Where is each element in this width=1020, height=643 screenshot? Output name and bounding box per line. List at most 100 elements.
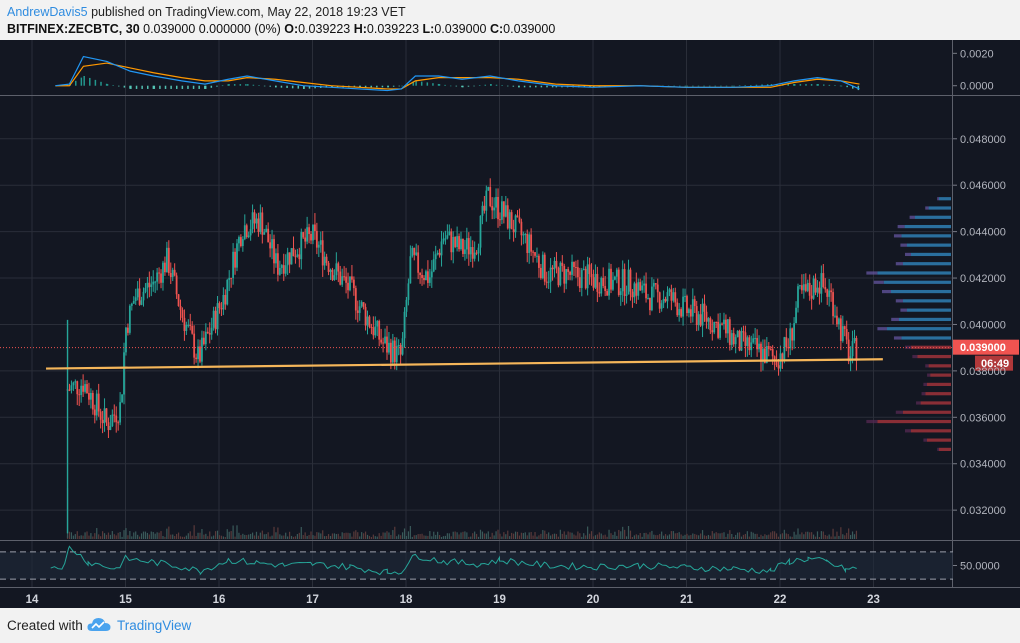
volume-profile-bar-edge <box>866 419 878 424</box>
volume-bar <box>805 531 807 539</box>
volume-bar <box>127 535 129 539</box>
candle-body <box>261 212 264 235</box>
candle-body <box>113 414 116 416</box>
candle-body <box>576 267 579 278</box>
volume-profile-bar <box>930 373 951 377</box>
volume-bar <box>244 534 246 539</box>
tradingview-cloud-icon[interactable] <box>86 616 112 634</box>
volume-bar <box>715 532 717 539</box>
candle-body <box>647 297 649 299</box>
volume-bar <box>355 530 357 539</box>
volume-bar <box>376 536 378 539</box>
candle-body <box>296 254 299 257</box>
volume-bar <box>553 533 556 539</box>
candle-body <box>169 273 172 278</box>
candle-body <box>526 234 529 253</box>
candle-body <box>306 227 309 242</box>
volume-bar <box>283 535 285 539</box>
candle-body <box>80 385 83 395</box>
macd-histogram-bar <box>210 85 213 88</box>
candle-body <box>802 284 805 291</box>
candle-body <box>504 205 507 217</box>
time-axis[interactable]: 14 15 16 17 18 19 20 21 22 23 <box>26 594 880 606</box>
volume-bar <box>191 535 193 539</box>
volume-bar <box>824 534 826 539</box>
volume-bar <box>505 534 507 539</box>
volume-bar <box>588 533 591 539</box>
volume-profile-bar-edge <box>925 206 929 210</box>
volume-bar <box>744 533 747 539</box>
macd-histogram-bar <box>392 85 395 87</box>
candle-body <box>662 298 665 304</box>
volume-bar <box>532 535 534 539</box>
candle-body <box>838 318 840 325</box>
candle-body <box>454 236 457 247</box>
volume-bar <box>509 536 511 539</box>
candle-body <box>539 267 542 279</box>
macd-histogram-bar <box>839 85 842 87</box>
macd-histogram-bar <box>766 84 769 86</box>
volume-bar <box>596 534 598 539</box>
candle-body <box>349 276 351 291</box>
macd-histogram-bar <box>512 85 515 87</box>
candle-body <box>691 299 694 317</box>
candle-body <box>239 237 242 247</box>
volume-bar <box>322 530 324 539</box>
candle-body <box>280 265 283 268</box>
candle-body <box>600 278 603 294</box>
candle-body <box>703 303 706 312</box>
candle-body <box>485 190 488 211</box>
macd-histogram-bar <box>370 85 372 88</box>
volume-bar <box>246 535 248 539</box>
candle-body <box>800 285 803 291</box>
volume-bar <box>213 535 215 539</box>
volume-bar <box>101 531 104 539</box>
candle-body <box>245 225 248 238</box>
candle-body <box>265 228 268 233</box>
candle-body <box>843 326 846 330</box>
time-tick-label: 15 <box>119 594 132 606</box>
pane-separators <box>0 40 1020 588</box>
candle-body <box>315 231 318 248</box>
volume-bar <box>840 527 842 539</box>
time-tick-label: 22 <box>774 594 787 606</box>
candle-body <box>748 337 751 351</box>
tradingview-brand[interactable]: TradingView <box>117 618 192 633</box>
candle-body <box>428 277 431 283</box>
chart-canvas[interactable]: 0.039000 06:49 0.032000 0.034000 0.036000 0.… <box>0 40 1020 608</box>
volume-bar <box>318 532 320 539</box>
volume-bar <box>828 534 830 539</box>
macd-histogram-bar <box>89 77 91 86</box>
candle-body <box>310 233 312 241</box>
time-tick-label: 14 <box>26 594 39 606</box>
volume-bar <box>709 535 711 539</box>
ohlc-legend: BITFINEX:ZECBTC, 30 0.039000 0.000000 (0… <box>7 22 555 36</box>
macd-histogram-bar <box>495 84 498 86</box>
macd-histogram-bar <box>181 85 184 89</box>
price-axis[interactable]: 0.032000 0.034000 0.036000 0.038000 0.040000… <box>953 48 1006 573</box>
macd-histogram-bar <box>473 85 475 87</box>
volume-bar <box>372 534 374 539</box>
volume-bar <box>429 531 431 539</box>
candle-body <box>282 265 285 274</box>
volume-bar <box>421 533 423 539</box>
macd-histogram-bar <box>426 82 429 86</box>
volume-bar <box>232 525 234 539</box>
support-trendline <box>46 358 883 370</box>
candle-body <box>327 262 330 272</box>
macd-histogram-bar <box>376 85 378 88</box>
candle-body <box>756 338 758 350</box>
author-link[interactable]: AndrewDavis5 <box>7 5 88 19</box>
volume-profile-bar-edge <box>909 215 915 219</box>
volume-bar <box>242 533 244 539</box>
candle-body <box>374 326 377 336</box>
volume-bar <box>144 531 147 539</box>
volume-profile-bar-edge <box>912 354 918 359</box>
volume-bar <box>657 535 659 539</box>
support-line[interactable] <box>46 358 883 370</box>
price-tick-label: 0.042000 <box>960 273 1006 285</box>
macd-histogram-bar <box>484 84 487 86</box>
macd-histogram-bar <box>697 85 700 87</box>
candle-body <box>477 247 480 254</box>
